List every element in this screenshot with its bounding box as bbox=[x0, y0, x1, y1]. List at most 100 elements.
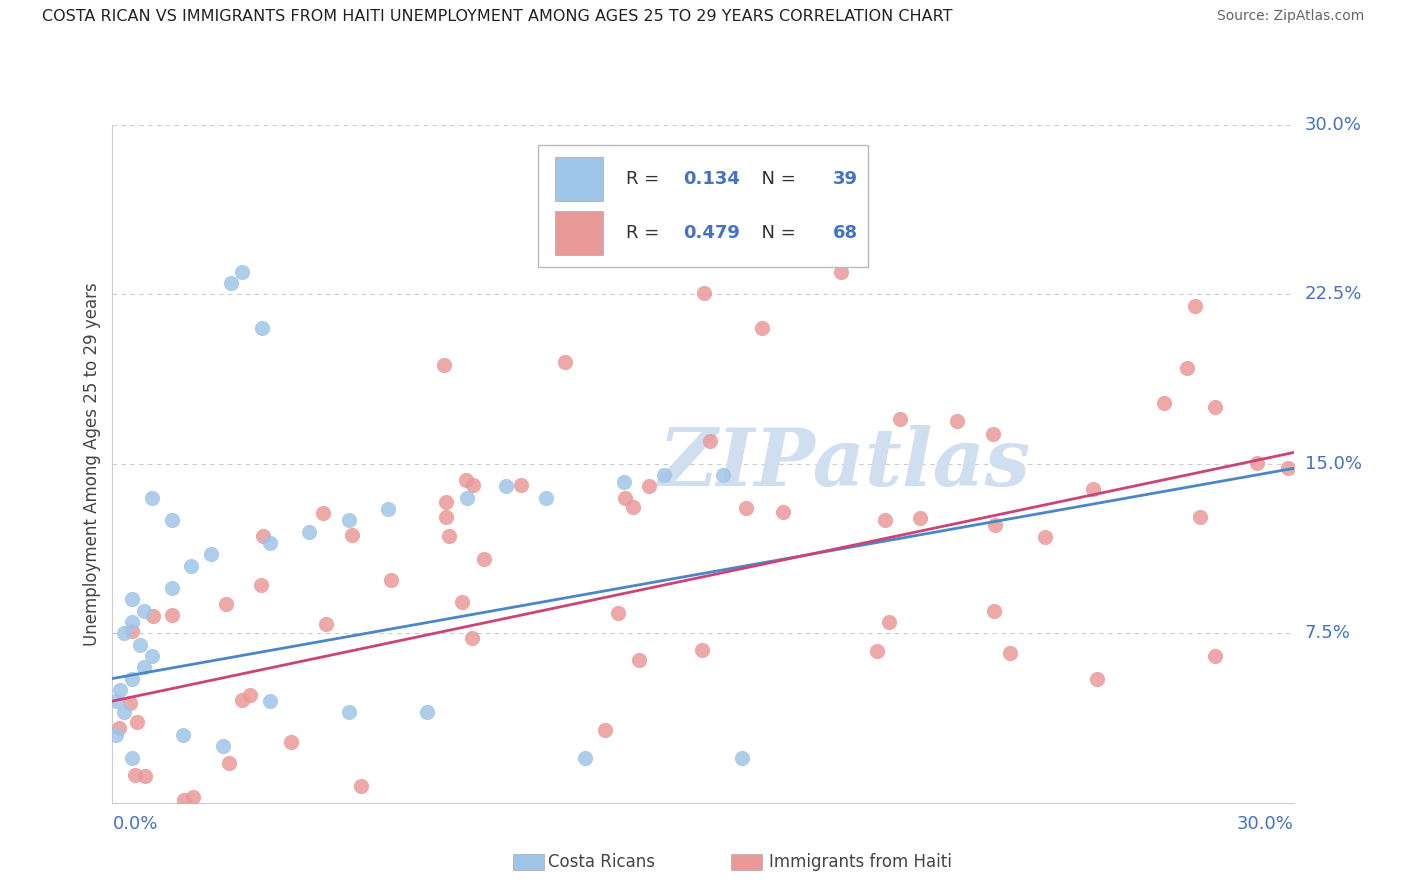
Point bbox=[946, 414, 969, 428]
Point bbox=[593, 723, 616, 738]
Point bbox=[1175, 360, 1198, 375]
Point bbox=[509, 478, 531, 492]
Point bbox=[315, 617, 337, 632]
Point bbox=[416, 706, 439, 720]
Point bbox=[461, 632, 484, 646]
Point bbox=[129, 638, 152, 652]
Point bbox=[377, 502, 399, 516]
Point bbox=[141, 648, 163, 663]
Text: 22.5%: 22.5% bbox=[1305, 285, 1362, 303]
Point bbox=[998, 646, 1021, 660]
Point bbox=[172, 728, 194, 742]
Text: Immigrants from Haiti: Immigrants from Haiti bbox=[769, 853, 952, 871]
Point bbox=[984, 518, 1007, 533]
Point bbox=[633, 253, 655, 268]
Point bbox=[298, 524, 321, 539]
Text: R =: R = bbox=[626, 225, 665, 243]
Point bbox=[652, 468, 675, 483]
Point bbox=[105, 694, 128, 708]
Point bbox=[107, 721, 129, 735]
Point bbox=[141, 491, 163, 505]
Point bbox=[908, 511, 931, 525]
Point bbox=[1204, 401, 1226, 415]
Point bbox=[124, 768, 146, 782]
Point bbox=[173, 793, 195, 807]
Point bbox=[574, 750, 596, 764]
Point bbox=[613, 475, 636, 489]
Point bbox=[250, 321, 273, 335]
Text: Source: ZipAtlas.com: Source: ZipAtlas.com bbox=[1216, 9, 1364, 23]
Point bbox=[495, 479, 517, 493]
Text: COSTA RICAN VS IMMIGRANTS FROM HAITI UNEMPLOYMENT AMONG AGES 25 TO 29 YEARS CORR: COSTA RICAN VS IMMIGRANTS FROM HAITI UNE… bbox=[42, 9, 953, 24]
Point bbox=[983, 426, 1005, 441]
Point bbox=[735, 500, 758, 515]
Point bbox=[160, 607, 183, 622]
Text: 30.0%: 30.0% bbox=[1305, 116, 1361, 134]
Text: 15.0%: 15.0% bbox=[1305, 455, 1361, 473]
Text: N =: N = bbox=[751, 170, 801, 188]
Text: 0.0%: 0.0% bbox=[112, 815, 157, 833]
Text: ZIPatlas: ZIPatlas bbox=[658, 425, 1031, 502]
Point bbox=[1188, 510, 1211, 524]
Point bbox=[218, 756, 240, 771]
Text: Costa Ricans: Costa Ricans bbox=[548, 853, 655, 871]
Point bbox=[889, 411, 911, 425]
Point bbox=[337, 513, 360, 527]
Point bbox=[699, 434, 721, 448]
Text: R =: R = bbox=[626, 170, 665, 188]
Point bbox=[463, 478, 485, 492]
Point bbox=[711, 468, 734, 483]
Point bbox=[121, 672, 143, 686]
Point bbox=[434, 495, 457, 509]
Point bbox=[554, 355, 576, 369]
Text: N =: N = bbox=[751, 225, 801, 243]
Point bbox=[112, 626, 135, 640]
Point bbox=[534, 491, 557, 505]
Point bbox=[252, 529, 274, 543]
Point bbox=[259, 536, 281, 550]
Text: 30.0%: 30.0% bbox=[1237, 815, 1294, 833]
Point bbox=[1246, 456, 1268, 470]
Bar bbox=[555, 211, 603, 255]
Point bbox=[105, 728, 128, 742]
Point bbox=[134, 769, 156, 783]
Text: 39: 39 bbox=[832, 170, 858, 188]
Point bbox=[215, 597, 238, 611]
Point bbox=[239, 688, 262, 702]
Point bbox=[312, 506, 335, 520]
Point bbox=[772, 505, 794, 519]
Point bbox=[337, 706, 360, 720]
Point bbox=[621, 500, 644, 514]
Point bbox=[1204, 648, 1226, 663]
Point bbox=[472, 551, 495, 566]
Text: 68: 68 bbox=[832, 225, 858, 243]
Point bbox=[628, 653, 651, 667]
Point bbox=[112, 706, 135, 720]
Point bbox=[873, 513, 896, 527]
Point bbox=[121, 592, 143, 607]
Point bbox=[180, 558, 202, 573]
Point bbox=[160, 513, 183, 527]
Point bbox=[160, 581, 183, 595]
Text: 7.5%: 7.5% bbox=[1305, 624, 1351, 642]
Point bbox=[219, 276, 242, 290]
Point bbox=[1184, 299, 1206, 313]
Point bbox=[574, 169, 596, 184]
Point bbox=[1153, 396, 1175, 410]
Point bbox=[110, 682, 132, 697]
Point bbox=[1085, 672, 1108, 686]
Text: 0.134: 0.134 bbox=[683, 170, 740, 188]
Point bbox=[280, 735, 302, 749]
Point bbox=[433, 358, 456, 372]
Point bbox=[638, 479, 661, 493]
Y-axis label: Unemployment Among Ages 25 to 29 years: Unemployment Among Ages 25 to 29 years bbox=[83, 282, 101, 646]
Point bbox=[121, 624, 143, 639]
Point bbox=[607, 606, 630, 620]
Point bbox=[877, 615, 900, 629]
Point bbox=[340, 528, 363, 542]
Text: 0.479: 0.479 bbox=[683, 225, 740, 243]
Point bbox=[121, 750, 143, 764]
Point bbox=[454, 473, 477, 487]
Point bbox=[200, 547, 222, 561]
Point bbox=[830, 265, 852, 279]
